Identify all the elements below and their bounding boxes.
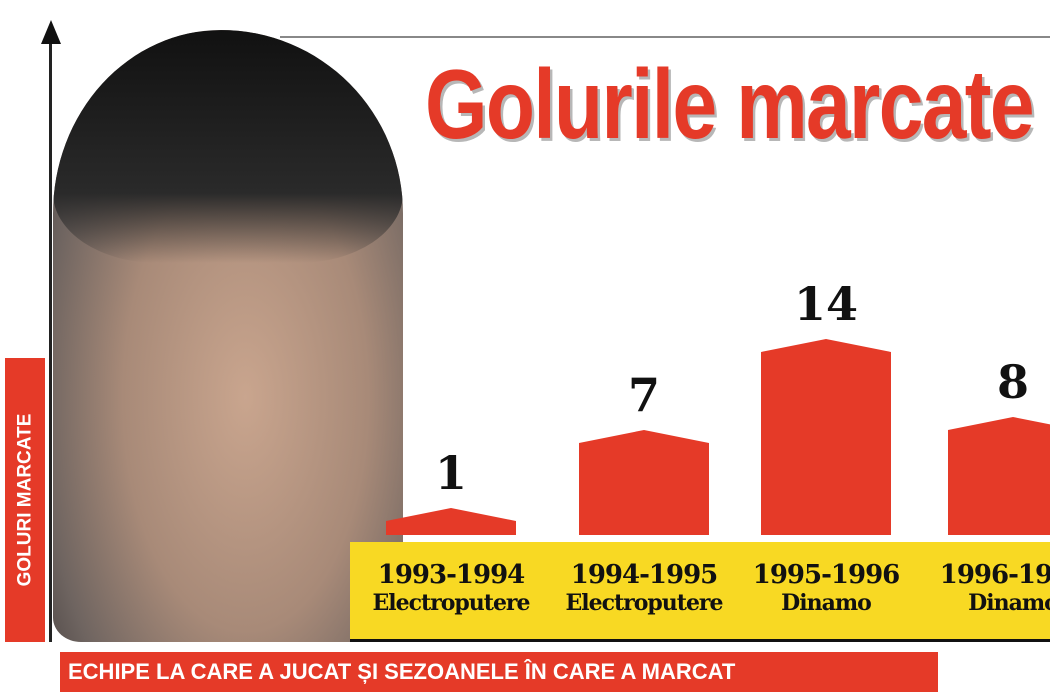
season-label: 1996-1997 [939, 560, 1050, 590]
team-label: Dinamo [781, 590, 872, 616]
season-label: 1995-1996 [752, 560, 901, 590]
season-label: 1994-1995 [570, 560, 719, 590]
category-label: 1996-1997Dinamo [918, 560, 1050, 616]
category-label: 1995-1996 Dinamo [731, 560, 921, 616]
data-label: 7 [627, 368, 660, 422]
category-label: 1993-1994 Electroputere [356, 560, 546, 616]
bar-1994-1995 [579, 430, 709, 535]
team-label: Electroputere [372, 590, 530, 616]
player-photo [53, 30, 403, 642]
y-axis-label-box: GOLURI MARCATE [5, 358, 45, 642]
bar-1996-1997 [948, 417, 1050, 535]
data-label: 1 [434, 446, 467, 500]
category-band [350, 542, 1050, 642]
bar-1995-1996 [761, 339, 891, 535]
data-label: 14 [793, 277, 858, 331]
season-label: 1993-1994 [377, 560, 526, 590]
team-label: Electroputere [565, 590, 723, 616]
top-axis-line [280, 36, 1050, 38]
team-label: Dinamo [968, 590, 1050, 616]
player-hair [53, 30, 403, 263]
x-axis-label: ECHIPE LA CARE A JUCAT ȘI SEZOANELE ÎN C… [60, 652, 938, 692]
data-label: 8 [996, 355, 1029, 409]
y-axis-arrow-icon [41, 20, 61, 44]
category-label: 1994-1995 Electroputere [549, 560, 739, 616]
chart-title: Golurile marcate [425, 49, 1035, 159]
y-axis [49, 40, 52, 642]
bar-1993-1994 [386, 508, 516, 535]
